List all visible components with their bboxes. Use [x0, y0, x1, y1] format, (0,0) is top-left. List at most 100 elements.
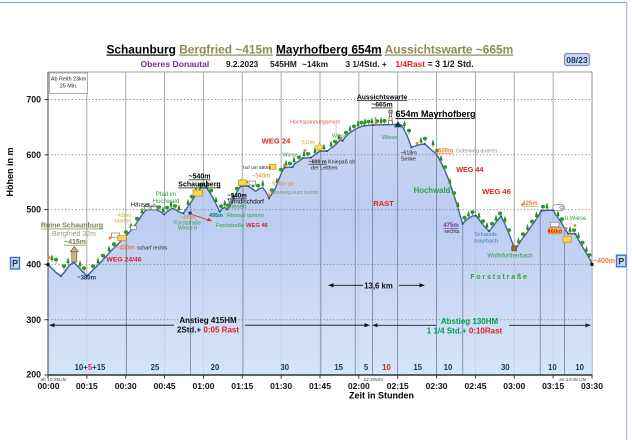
svg-text:3 1/4Std. +: 3 1/4Std. + [346, 59, 387, 69]
svg-text:Güterweg kurz rechts: Güterweg kurz rechts [268, 190, 319, 196]
svg-text:01:00: 01:00 [192, 381, 214, 391]
svg-text:10: 10 [444, 363, 453, 372]
svg-text:03:00: 03:00 [503, 381, 525, 391]
svg-text:Zeit in Stunden: Zeit in Stunden [349, 391, 414, 401]
svg-text:01:15: 01:15 [231, 381, 253, 391]
svg-text:ü.Wiese: ü.Wiese [565, 216, 587, 222]
svg-text:01:45: 01:45 [309, 381, 331, 391]
svg-text:rechts: rechts [445, 229, 460, 235]
svg-text:00:45: 00:45 [154, 381, 176, 391]
svg-text:25: 25 [151, 363, 160, 372]
svg-text:Schaunb-: Schaunb- [474, 232, 498, 238]
svg-text:ab 10:35Uhr: ab 10:35Uhr [41, 377, 68, 383]
svg-text:02:00: 02:00 [348, 381, 370, 391]
svg-text:Güterweg queren: Güterweg queren [456, 148, 497, 154]
svg-text:Schaunburg Bergfried ~415m May: Schaunburg Bergfried ~415m Mayrhofberg 6… [107, 43, 514, 57]
svg-text:Bergfried 32m: Bergfried 32m [52, 231, 96, 238]
svg-text:Schaumberg: Schaumberg [178, 182, 220, 189]
svg-text:Wiese: Wiese [282, 152, 297, 158]
svg-text:~600m: ~600m [435, 148, 454, 154]
svg-text:~540m: ~540m [227, 193, 247, 200]
svg-text:Wolfsfurtherbach: Wolfsfurtherbach [487, 254, 532, 260]
svg-text:654m Mayrhofberg: 654m Mayrhofberg [396, 109, 476, 119]
svg-text:RAST: RAST [373, 199, 394, 208]
svg-text:20: 20 [211, 363, 220, 372]
svg-text:Hochwald: Hochwald [414, 186, 451, 195]
svg-text:~430m: ~430m [116, 245, 135, 251]
svg-text:10: 10 [382, 363, 391, 372]
svg-text:Forststraße: Forststraße [174, 220, 201, 226]
svg-text:mayrbach: mayrbach [474, 238, 498, 244]
svg-text:~400m: ~400m [593, 258, 615, 265]
svg-text:Hochspannungsmast: Hochspannungsmast [290, 119, 340, 125]
svg-text:WEG 24/46: WEG 24/46 [106, 257, 141, 264]
svg-text:an 14:05 Uhr: an 14:05 Uhr [559, 377, 587, 383]
svg-text:~665m: ~665m [371, 102, 392, 109]
svg-text:~540m: ~540m [189, 174, 211, 181]
svg-text:300: 300 [26, 315, 41, 325]
svg-text:545HM: 545HM [270, 59, 297, 69]
svg-text:Wiese: Wiese [382, 135, 397, 141]
svg-text:2Std.+ 0:05 Rast: 2Std.+ 0:05 Rast [177, 326, 239, 335]
svg-text:15: 15 [413, 363, 422, 372]
svg-text:~600 m Kniepaß ob: ~600 m Kniepaß ob [309, 159, 356, 165]
svg-text:der Leithen: der Leithen [311, 166, 338, 172]
svg-text:Forststraße: Forststraße [470, 274, 528, 281]
svg-text:00:30: 00:30 [115, 381, 137, 391]
svg-text:425m: 425m [522, 201, 537, 207]
svg-text:200: 200 [26, 369, 41, 379]
svg-text:= 3 1/2 Std.: = 3 1/2 Std. [428, 59, 474, 69]
svg-text:WEG 46: WEG 46 [246, 223, 269, 229]
svg-text:~14km: ~14km [302, 59, 328, 69]
svg-text:WEG 24: WEG 24 [262, 137, 291, 146]
svg-text:~380m: ~380m [77, 276, 96, 282]
svg-text:~415m: ~415m [64, 239, 86, 246]
svg-text:Senke: Senke [401, 156, 416, 162]
svg-text:30: 30 [501, 363, 510, 372]
svg-text:Oberes Donautal: Oberes Donautal [141, 59, 210, 69]
svg-text:~480m: ~480m [179, 215, 196, 221]
svg-text:Ruine Schaunburg: Ruine Schaunburg [41, 223, 103, 230]
svg-text:~430m: ~430m [115, 213, 132, 219]
svg-text:Anstieg 415HM: Anstieg 415HM [179, 316, 237, 325]
svg-text:00:00: 00:00 [38, 381, 60, 391]
svg-text:scharf rechts: scharf rechts [137, 245, 168, 251]
svg-text:03:15: 03:15 [542, 381, 564, 391]
svg-text:~540m: ~540m [252, 174, 271, 180]
svg-text:25 Min.: 25 Min. [60, 84, 78, 90]
svg-text:500: 500 [26, 205, 41, 215]
svg-text:Aussichtswarte: Aussichtswarte [357, 94, 407, 101]
svg-text:13,6 km: 13,6 km [364, 281, 393, 290]
svg-text:600: 600 [26, 150, 41, 160]
svg-text:510m: 510m [302, 140, 316, 146]
svg-text:Ab Reith 23km: Ab Reith 23km [51, 77, 87, 83]
svg-text:Forststraße: Forststraße [216, 223, 244, 229]
svg-text:Rinnsal queren: Rinnsal queren [227, 213, 264, 219]
svg-text:Häuser: Häuser [131, 203, 150, 209]
svg-text:P: P [12, 259, 18, 269]
svg-text:02:30: 02:30 [426, 381, 448, 391]
svg-text:1/4Rast: 1/4Rast [396, 59, 426, 69]
svg-text:Wiese n: Wiese n [178, 226, 197, 232]
svg-text:08/23: 08/23 [566, 55, 588, 65]
svg-text:1 1/4 Std.+ 0:10Rast: 1 1/4 Std.+ 0:10Rast [427, 326, 503, 335]
svg-text:9.2.2023: 9.2.2023 [226, 59, 259, 69]
svg-text:5: 5 [364, 363, 369, 372]
svg-text:Wiesen: Wiesen [226, 203, 247, 210]
svg-text:P: P [618, 256, 624, 266]
svg-text:400: 400 [26, 260, 41, 270]
svg-text:10: 10 [575, 363, 584, 372]
svg-text:475m: 475m [443, 223, 458, 229]
svg-text:495m: 495m [209, 213, 223, 219]
svg-text:Windischdorf: Windischdorf [228, 199, 264, 206]
svg-text:WEG 46: WEG 46 [482, 187, 511, 196]
svg-text:Höhen in m: Höhen in m [5, 148, 15, 197]
svg-text:10+5+15: 10+5+15 [75, 363, 106, 372]
svg-text:00:15: 00:15 [76, 381, 98, 391]
svg-text:460m: 460m [547, 229, 562, 235]
svg-text:02:45: 02:45 [464, 381, 486, 391]
svg-text:hof um 580m: hof um 580m [243, 165, 271, 171]
svg-text:10: 10 [548, 363, 557, 372]
svg-text:03:30: 03:30 [581, 381, 603, 391]
svg-text:700: 700 [26, 95, 41, 105]
